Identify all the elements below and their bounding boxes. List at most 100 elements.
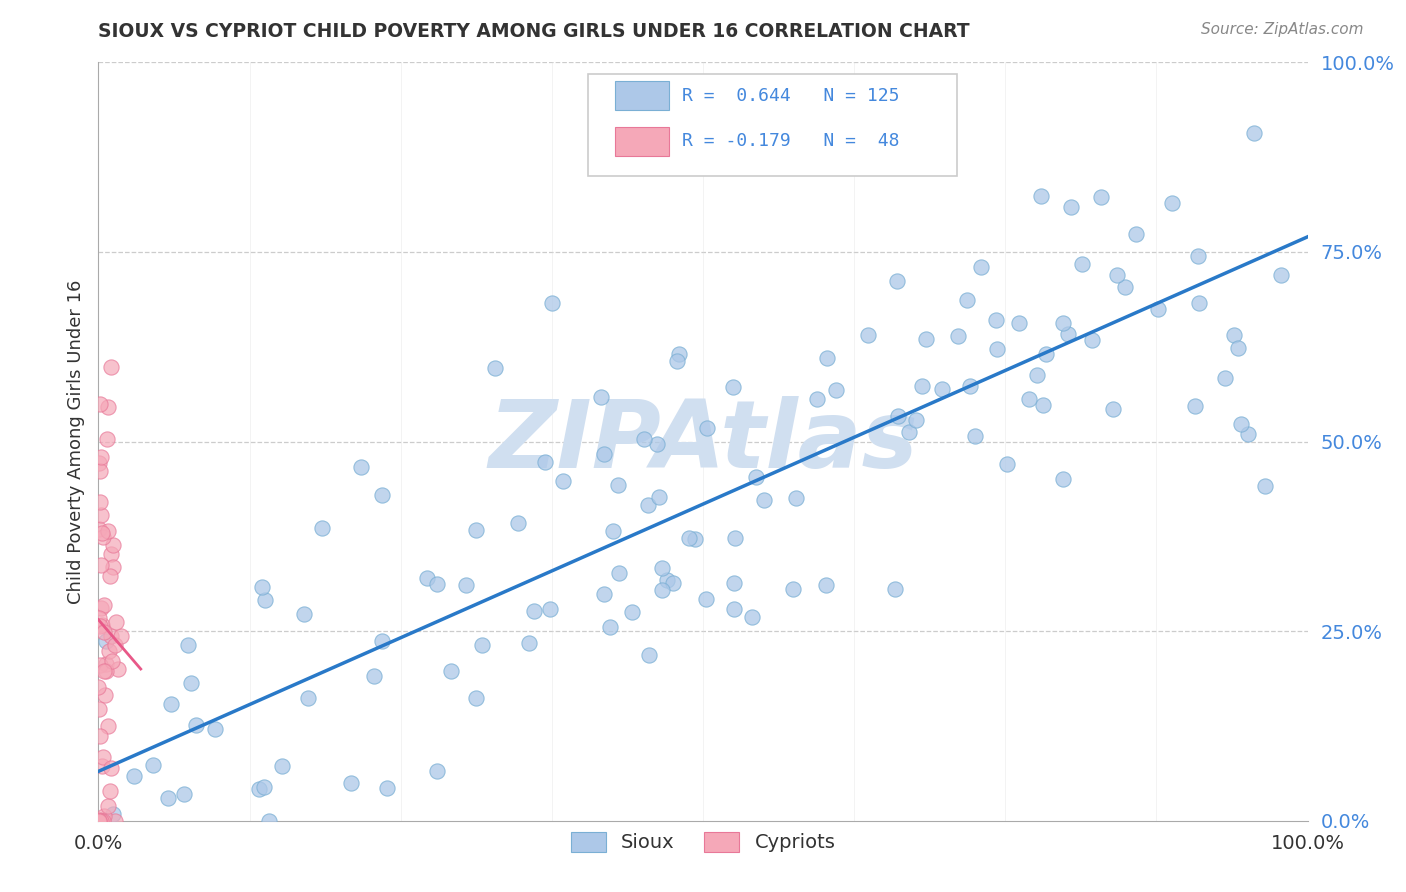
Point xyxy=(100,761,122,775)
Point xyxy=(915,332,938,346)
Point xyxy=(911,379,934,393)
Point xyxy=(471,638,494,652)
Point xyxy=(683,533,706,547)
Point xyxy=(87,611,110,625)
Point xyxy=(1125,227,1147,241)
Text: R =  0.644   N = 125: R = 0.644 N = 125 xyxy=(682,87,900,104)
Point xyxy=(724,531,747,545)
Point xyxy=(340,776,363,790)
Point xyxy=(89,456,111,470)
Point xyxy=(105,615,128,630)
Point xyxy=(89,618,111,632)
Point xyxy=(723,602,745,616)
Point xyxy=(995,457,1018,471)
Point xyxy=(607,566,630,581)
Point xyxy=(157,791,180,805)
Point xyxy=(657,574,679,588)
Point xyxy=(93,598,115,612)
Point xyxy=(517,636,540,650)
Point xyxy=(180,676,202,690)
Point xyxy=(89,813,111,827)
Point xyxy=(96,432,118,446)
Point xyxy=(1184,399,1206,413)
Text: ZIPAtlas: ZIPAtlas xyxy=(488,395,918,488)
Point xyxy=(110,629,132,643)
Point xyxy=(89,495,111,509)
Point xyxy=(370,634,392,648)
Point xyxy=(1147,302,1170,317)
Point xyxy=(1060,201,1083,215)
Point xyxy=(956,293,979,307)
Point xyxy=(1035,347,1057,361)
Point xyxy=(177,638,200,652)
Point xyxy=(91,530,114,544)
Point xyxy=(695,592,717,607)
Point xyxy=(815,351,838,365)
Point xyxy=(90,450,112,464)
Point xyxy=(523,604,546,618)
Point xyxy=(1254,479,1277,493)
Point xyxy=(173,787,195,801)
Point xyxy=(1223,328,1246,343)
Point xyxy=(89,464,111,478)
Point xyxy=(311,521,333,535)
Point xyxy=(856,327,879,342)
Y-axis label: Child Poverty Among Girls Under 16: Child Poverty Among Girls Under 16 xyxy=(66,279,84,604)
Point xyxy=(96,664,118,678)
Point xyxy=(101,538,124,552)
Point xyxy=(91,750,114,764)
Point xyxy=(89,702,111,716)
Point xyxy=(884,582,907,597)
Point xyxy=(416,571,439,585)
Point xyxy=(1090,189,1112,203)
Point xyxy=(93,664,115,678)
Point xyxy=(696,420,718,434)
Point xyxy=(90,814,112,828)
Point xyxy=(426,577,449,591)
Point xyxy=(90,508,112,522)
Point xyxy=(645,436,668,450)
Point xyxy=(100,629,122,643)
Point xyxy=(247,782,270,797)
Point xyxy=(946,329,969,343)
Point xyxy=(620,605,643,619)
Point xyxy=(1213,371,1236,385)
Point xyxy=(90,617,112,632)
Text: R = -0.179   N =  48: R = -0.179 N = 48 xyxy=(682,132,900,150)
Point xyxy=(97,799,120,814)
Point xyxy=(551,474,574,488)
Point xyxy=(506,516,529,530)
Point xyxy=(723,575,745,590)
Point xyxy=(253,780,276,794)
Point xyxy=(464,523,486,537)
Point xyxy=(94,689,117,703)
Point xyxy=(782,582,804,596)
Point xyxy=(98,569,121,583)
Point xyxy=(905,413,928,427)
Point xyxy=(1018,392,1040,406)
Point xyxy=(1081,333,1104,347)
Point xyxy=(91,758,114,772)
Point xyxy=(661,576,683,591)
Point xyxy=(1187,249,1209,263)
Point xyxy=(1230,417,1253,431)
Point xyxy=(484,361,506,376)
Point xyxy=(297,690,319,705)
Point xyxy=(1114,279,1136,293)
Point xyxy=(959,378,981,392)
Point xyxy=(1052,316,1074,330)
Point xyxy=(142,757,165,772)
Point xyxy=(1101,402,1123,417)
Point xyxy=(1032,398,1054,412)
Point xyxy=(637,498,659,512)
Point xyxy=(89,396,111,410)
Point xyxy=(668,347,690,361)
Point xyxy=(90,558,112,572)
Point xyxy=(602,524,624,538)
Point xyxy=(591,390,613,404)
Point xyxy=(592,447,614,461)
Point xyxy=(651,561,673,575)
Point xyxy=(665,354,688,368)
Point xyxy=(87,523,110,537)
Point xyxy=(1226,341,1249,355)
